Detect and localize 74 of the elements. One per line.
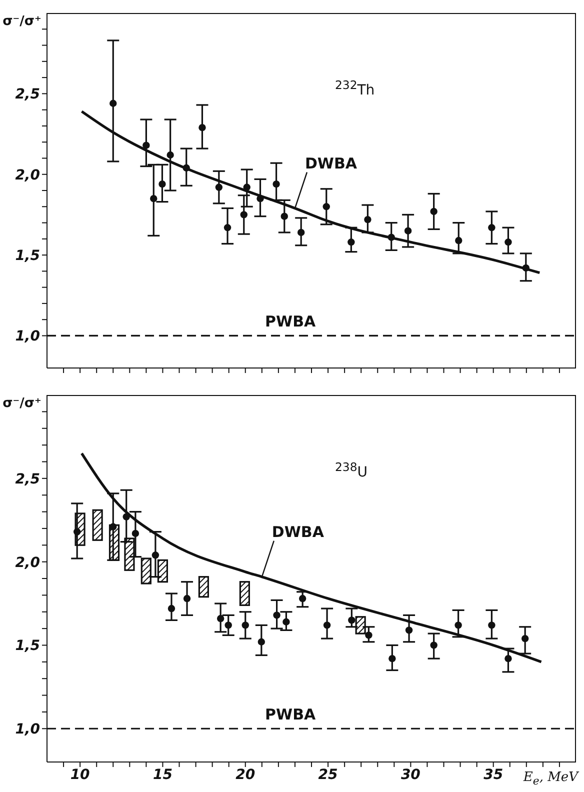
point — [142, 142, 150, 149]
point — [240, 211, 248, 218]
y-axis-title: σ⁻/σ⁺ — [2, 14, 42, 29]
point — [348, 616, 356, 624]
point — [152, 552, 160, 559]
point — [323, 622, 331, 629]
point — [430, 642, 438, 649]
point — [404, 227, 412, 234]
point — [455, 236, 462, 244]
y-axis-title: σ⁻/σ⁺ — [2, 396, 42, 411]
point — [183, 594, 191, 602]
point — [364, 216, 372, 224]
point — [224, 622, 232, 629]
y-tick-label: 2,5 — [15, 471, 40, 488]
y-tick-label: 2,5 — [15, 86, 40, 103]
point — [122, 513, 130, 520]
point — [521, 634, 529, 642]
y-tick-label: 1,5 — [15, 638, 40, 654]
point — [488, 622, 496, 629]
point — [297, 228, 305, 236]
point — [215, 184, 223, 191]
text: DWBA — [304, 154, 358, 172]
x-tick-label: 20 — [236, 766, 256, 783]
y-tick-label: 2,0 — [15, 554, 40, 571]
point — [430, 208, 438, 216]
point — [150, 194, 158, 202]
point — [110, 100, 117, 107]
point — [280, 212, 288, 220]
annotation: $^{238}$U — [335, 460, 368, 481]
point — [488, 224, 496, 232]
x-tick-label: 30 — [400, 766, 421, 783]
point — [73, 528, 81, 536]
point — [272, 180, 280, 188]
point — [282, 618, 290, 626]
x-tick-label: 10 — [70, 766, 90, 783]
point — [348, 238, 355, 246]
point — [132, 530, 140, 538]
bar — [92, 509, 103, 541]
point — [258, 638, 266, 646]
point — [405, 626, 413, 634]
point — [322, 203, 330, 210]
point — [224, 224, 232, 232]
y-tick-label: 1,5 — [15, 248, 40, 264]
point — [182, 164, 190, 172]
point — [454, 622, 462, 629]
ref-line-label: PWBA — [265, 706, 316, 724]
point — [388, 654, 396, 662]
point — [158, 180, 166, 188]
x-axis-title: E$_{e}$, MeV — [521, 770, 580, 788]
point — [243, 184, 250, 191]
text: DWBA — [272, 522, 324, 541]
point — [168, 604, 176, 612]
y-tick-label: 1,0 — [15, 328, 40, 345]
point — [273, 612, 280, 619]
x-tick-label: 25 — [318, 766, 338, 783]
point — [298, 594, 306, 602]
bar — [198, 576, 209, 598]
point — [388, 234, 395, 241]
point — [504, 238, 512, 246]
annotation: $^{232}$Th — [335, 78, 375, 99]
y-tick-label: 1,0 — [15, 722, 40, 738]
point — [522, 264, 530, 272]
point — [365, 632, 372, 639]
ref-line-label: PWBA — [265, 312, 316, 331]
point — [166, 151, 174, 159]
point — [242, 622, 249, 629]
bar — [239, 581, 250, 606]
point — [504, 654, 512, 662]
x-tick-label: 35 — [484, 766, 504, 783]
point — [110, 523, 117, 530]
point — [216, 614, 224, 622]
x-tick-label: 15 — [152, 766, 173, 783]
y-tick-label: 2,0 — [15, 167, 40, 184]
point — [198, 124, 206, 132]
